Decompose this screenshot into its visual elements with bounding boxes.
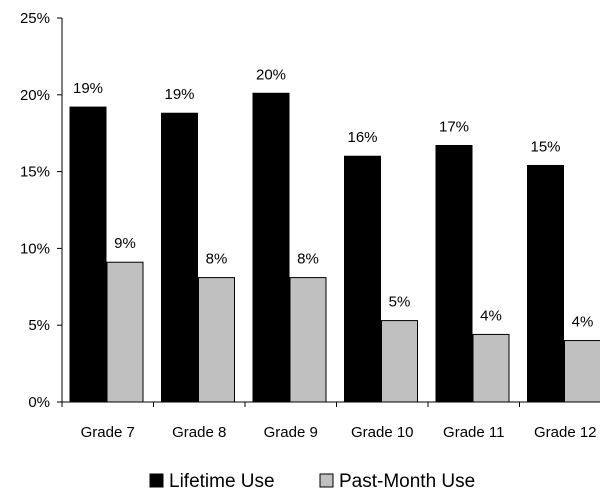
legend-label-lifetime: Lifetime Use [169,471,275,492]
y-tick-label: 15% [20,164,50,181]
data-label: 15% [530,138,560,155]
data-label: 20% [256,66,286,83]
bar-lifetime [435,144,473,403]
data-label: 4% [572,314,594,331]
data-label: 16% [347,129,377,146]
bar-lifetime [161,112,198,403]
data-labels: 19% 19% 20% 16% 17% 15% 9% 8% 8% 5% 4% 4% [73,66,593,330]
x-tick-label: Grade 8 [172,424,226,441]
data-label: 9% [114,235,136,252]
bars [69,92,600,403]
bar-past-month [289,277,327,403]
data-label: 8% [206,251,228,268]
legend: Lifetime Use Past-Month Use [149,471,475,492]
bar-past-month [381,320,418,403]
data-label: 4% [480,307,502,324]
x-axis: Grade 7 Grade 8 Grade 9 Grade 10 Grade 11 Gra… [61,401,600,441]
y-tick-label: 10% [20,240,50,257]
data-label: 5% [389,294,411,311]
data-label: 17% [439,118,469,135]
bar-past-month [564,340,600,403]
y-axis: 0% 5% 10% 15% 20% 25% [20,10,63,411]
bar-past-month [198,277,235,403]
bar-lifetime [527,164,564,403]
bar-past-month [106,261,144,403]
y-tick-label: 20% [20,87,50,104]
bar-lifetime [69,106,107,403]
bar-lifetime [344,155,381,403]
data-label: 19% [73,80,103,97]
x-tick-label: Grade 10 [351,424,414,441]
x-tick-label: Grade 12 [534,424,597,441]
x-tick-label: Grade 9 [264,424,318,441]
legend-swatch-lifetime [149,473,164,488]
data-label: 8% [297,251,319,268]
legend-swatch-past-month [319,473,334,488]
bar-lifetime [252,92,290,403]
data-label: 19% [164,86,194,103]
bar-past-month [472,333,510,403]
y-tick-label: 5% [28,317,50,334]
y-tick-label: 25% [20,10,50,27]
y-tick-label: 0% [28,394,50,411]
x-tick-label: Grade 7 [81,424,135,441]
x-tick-label: Grade 11 [443,424,504,441]
legend-label-past-month: Past-Month Use [339,471,475,492]
